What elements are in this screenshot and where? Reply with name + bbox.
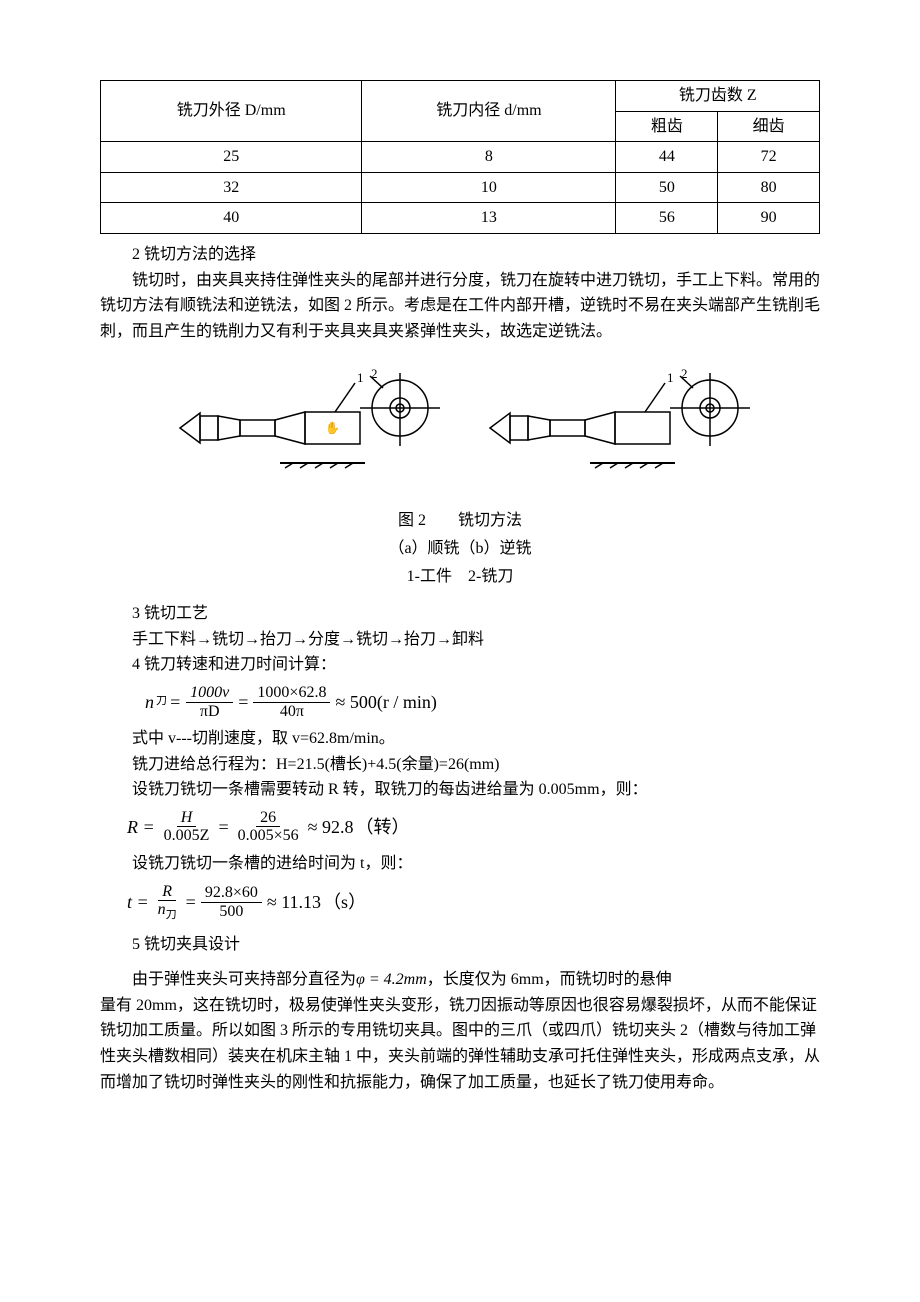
table-row: 40 13 56 90 — [101, 203, 820, 234]
fig2-caption3: 1-工件 2-铣刀 — [100, 564, 820, 590]
cutter-spec-table: 铣刀外径 D/mm 铣刀内径 d/mm 铣刀齿数 Z 粗齿 细齿 25 8 44… — [100, 80, 820, 234]
th-outer-d: 铣刀外径 D/mm — [101, 81, 362, 142]
sec2-heading: 2 铣切方法的选择 — [100, 242, 820, 268]
th-fine: 细齿 — [718, 111, 820, 142]
formula-t: t = R n刀 = 92.8×60500 ≈ 11.13 （s） — [127, 883, 820, 922]
fig2-caption2: （a）顺铣（b）逆铣 — [100, 536, 820, 562]
th-inner-d: 铣刀内径 d/mm — [362, 81, 616, 142]
sec3-line: 手工下料→铣切→抬刀→分度→铣切→抬刀→卸料 — [132, 627, 820, 653]
svg-text:✋: ✋ — [325, 421, 340, 435]
figure-2: 1 2 ✋ — [100, 368, 820, 589]
sec5-heading: 5 铣切夹具设计 — [132, 932, 820, 958]
table-row: 32 10 50 80 — [101, 172, 820, 203]
sec4-line4: 设铣刀铣切一条槽需要转动 R 转，取铣刀的每齿进给量为 0.005mm，则： — [132, 777, 820, 803]
sec2-para: 铣切时，由夹具夹持住弹性夹头的尾部并进行分度，铣刀在旋转中进刀铣切，手工上下料。… — [100, 268, 820, 345]
sec5-para1: 由于弹性夹头可夹持部分直径为φ = 4.2mm，长度仅为 6mm，而铣切时的悬伸 — [100, 967, 820, 993]
th-coarse: 粗齿 — [616, 111, 718, 142]
formula-n: n刀 = 1000vπD = 1000×62.840π ≈ 500(r / mi… — [145, 684, 820, 720]
sec5-para2: 量有 20mm，这在铣切时，极易使弹性夹头变形，铣刀因振动等原因也很容易爆裂损坏… — [100, 993, 820, 1095]
sec4-line3: 铣刀进给总行程为：H=21.5(槽长)+4.5(余量)=26(mm) — [132, 752, 820, 778]
fig2a-diagram: 1 2 ✋ — [165, 368, 445, 488]
fig2-caption1: 图 2 铣切方法 — [100, 508, 820, 534]
svg-text:2: 2 — [681, 368, 688, 381]
sec4-heading: 4 铣刀转速和进刀时间计算： — [132, 652, 820, 678]
sec4-line2: 式中 v---切削速度，取 v=62.8m/min。 — [132, 726, 820, 752]
sec4-line5: 设铣刀铣切一条槽的进给时间为 t，则： — [132, 851, 820, 877]
svg-text:1: 1 — [357, 370, 364, 385]
table-row: 25 8 44 72 — [101, 142, 820, 173]
th-teeth: 铣刀齿数 Z — [616, 81, 820, 112]
formula-r: R = H0.005Z = 260.005×56 ≈ 92.8 （转） — [127, 809, 820, 845]
fig2b-diagram: 1 2 — [475, 368, 755, 488]
svg-text:1: 1 — [667, 370, 674, 385]
sec3-heading: 3 铣切工艺 — [132, 601, 820, 627]
svg-text:2: 2 — [371, 368, 378, 381]
